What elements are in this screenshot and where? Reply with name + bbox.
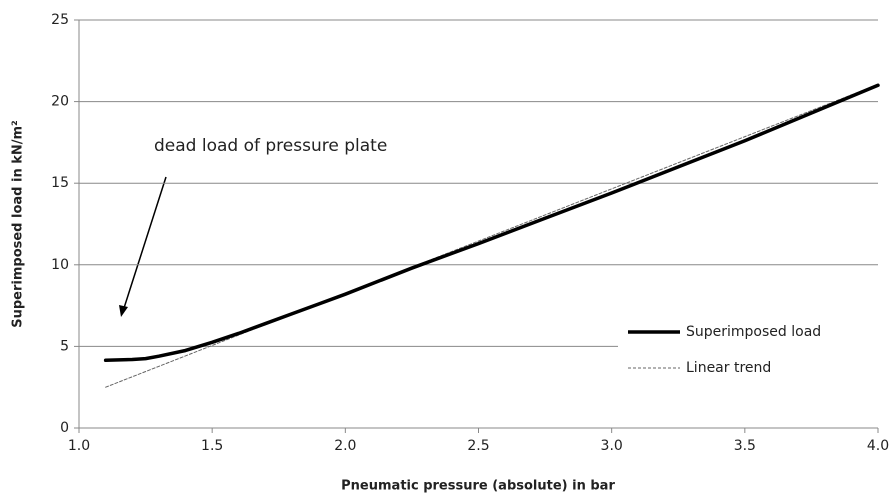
series-line	[103, 83, 880, 363]
annotation: dead load of pressure plate	[154, 136, 387, 156]
y-tick-label: 5	[60, 338, 69, 354]
y-tick-label: 20	[51, 94, 69, 110]
legend-box	[618, 318, 888, 388]
x-axis-title: Pneumatic pressure (absolute) in bar	[341, 479, 615, 494]
y-tick-label: 0	[60, 420, 69, 436]
x-tick-label: 2.0	[334, 438, 356, 454]
arrow-head	[119, 305, 128, 317]
x-tick-label: 1.0	[68, 438, 90, 454]
legend-label: Linear trend	[686, 360, 771, 376]
y-axis-title: Superimposed load in kN/m²	[11, 120, 26, 328]
y-tick-label: 15	[51, 175, 69, 191]
series-line	[105, 83, 879, 388]
legend-label: Superimposed load	[686, 324, 821, 340]
x-tick-label: 4.0	[867, 438, 889, 454]
y-tick-label: 25	[51, 12, 69, 28]
x-tick-label: 1.5	[201, 438, 223, 454]
annotation-arrow	[123, 176, 167, 309]
y-tick-label: 10	[51, 257, 69, 273]
x-tick-label: 3.5	[734, 438, 756, 454]
x-tick-label: 2.5	[467, 438, 489, 454]
x-tick-label: 3.0	[601, 438, 623, 454]
